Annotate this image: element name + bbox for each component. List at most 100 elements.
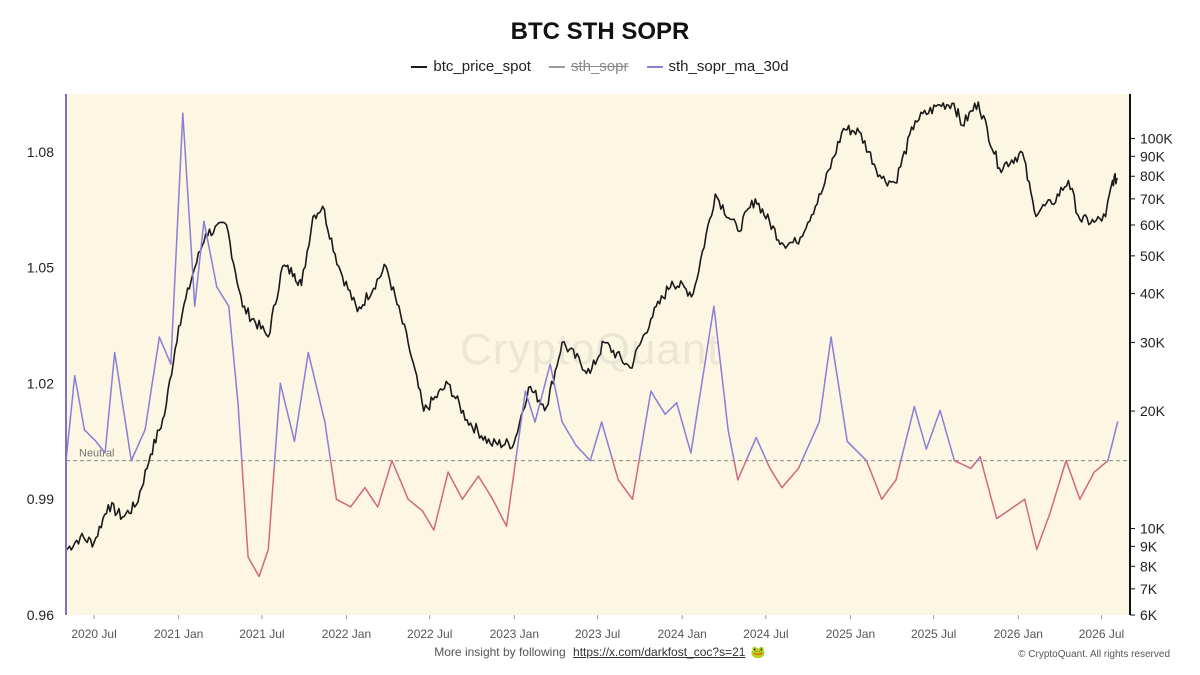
sopr-ma-segment (1025, 504, 1029, 513)
sopr-ma-segment (1061, 466, 1065, 475)
sopr-ma-segment (401, 483, 405, 491)
chart-title: BTC STH SOPR (510, 18, 690, 45)
legend-item-sth-sopr-ma-30d[interactable]: sth_sopr_ma_30d (646, 58, 789, 75)
sopr-ma-segment (151, 371, 155, 385)
sopr-ma-segment (186, 184, 190, 211)
sopr-ma-segment (243, 498, 247, 520)
sopr-ma-segment (819, 400, 823, 413)
sopr-ma-segment (505, 508, 510, 527)
sopr-ma-segment (288, 418, 292, 428)
sopr-ma-segment (552, 377, 556, 387)
sopr-ma-segment (948, 441, 952, 449)
sopr-ma-segment (634, 471, 638, 487)
sopr-ma-segment (951, 453, 956, 462)
sopr-ma-segment (541, 385, 546, 394)
sopr-ma-segment (802, 450, 807, 458)
sopr-ma-segment (827, 346, 831, 360)
sopr-ma-segment (598, 426, 601, 433)
sopr-ma-segment (596, 430, 600, 438)
sopr-ma-segment (741, 463, 746, 471)
sopr-ma-segment (173, 269, 177, 303)
sopr-ma-segment (182, 112, 186, 139)
sopr-ma-segment (1040, 531, 1044, 538)
legend-swatch-price (411, 65, 428, 68)
legend-swatch-sopr (548, 65, 565, 68)
x-tick-label: 2021 Jan (154, 627, 203, 641)
sopr-ma-segment (805, 444, 810, 452)
sopr-ma-segment (189, 233, 193, 259)
sopr-ma-segment (875, 483, 879, 491)
sopr-ma-segment (1113, 430, 1116, 438)
sopr-ma-segment (842, 414, 846, 430)
footer-text: More insight by following (434, 645, 566, 659)
legend-item-sth-sopr[interactable]: sth_sopr (548, 58, 629, 75)
sopr-ma-segment (1026, 511, 1030, 519)
sopr-ma-segment (329, 459, 333, 472)
x-tick-label: 2022 Jan (322, 627, 371, 641)
sopr-ma-segment (122, 405, 126, 421)
legend-item-btc-price-spot[interactable]: btc_price_spot (411, 58, 531, 75)
sopr-ma-segment (191, 257, 195, 283)
sopr-ma-segment (328, 450, 332, 462)
sopr-ma-segment (818, 410, 822, 423)
sopr-ma-segment (930, 429, 934, 436)
sopr-ma-segment (732, 454, 735, 462)
sopr-ma-segment (267, 527, 271, 551)
sopr-ma-segment (324, 421, 328, 433)
sopr-ma-segment (272, 465, 276, 488)
sopr-ma-segment (1072, 479, 1076, 486)
sopr-ma-segment (942, 422, 947, 431)
sopr-ma-segment (545, 370, 550, 380)
x-tick-label: 2024 Jan (657, 627, 706, 641)
sopr-ma-segment (647, 390, 652, 406)
legend-label-price: btc_price_spot (433, 58, 531, 75)
btc-price-line (65, 101, 1119, 551)
sopr-ma-segment (206, 237, 210, 247)
frog-icon: 🐸 (750, 645, 766, 659)
sopr-ma-segment (935, 414, 940, 421)
sopr-ma-segment (707, 323, 712, 344)
sopr-ma-segment (322, 412, 326, 423)
sopr-ma-segment (179, 143, 183, 177)
sopr-ma-segment (309, 360, 314, 371)
sopr-ma-segment (695, 397, 701, 417)
sopr-ma-segment (985, 479, 990, 489)
sopr-ma-segment (232, 353, 236, 368)
sopr-ma-segment (558, 406, 562, 416)
sopr-ma-segment (555, 392, 559, 402)
sopr-ma-segment (281, 389, 285, 399)
sopr-ma-segment (75, 381, 78, 390)
sopr-ma-segment (991, 502, 996, 512)
sopr-ma-segment (746, 452, 751, 460)
sopr-ma-segment (1073, 483, 1078, 491)
sopr-ma-segment (867, 464, 872, 472)
sopr-ma-segment (1028, 517, 1032, 526)
sopr-ma-segment (693, 415, 698, 436)
sopr-ma-segment (246, 537, 249, 558)
sopr-ma-segment (269, 507, 273, 530)
right-tick-label: 9K (1140, 538, 1158, 554)
sopr-ma-segment (1035, 544, 1040, 551)
sopr-ma-segment (909, 415, 913, 426)
left-tick-label: 1.08 (27, 144, 54, 160)
sopr-ma-segment (71, 385, 75, 398)
sopr-ma-segment (815, 421, 820, 429)
sopr-ma-segment (405, 493, 409, 500)
right-tick-label: 8K (1140, 558, 1158, 574)
sopr-ma-segment (701, 360, 707, 381)
sopr-ma-segment (729, 441, 733, 450)
sopr-ma-segment (68, 417, 72, 430)
sopr-ma-segment (595, 435, 599, 443)
sopr-ma-segment (393, 464, 397, 472)
sopr-ma-segment (275, 424, 279, 447)
sopr-ma-segment (144, 417, 148, 431)
sopr-ma-segment (177, 175, 181, 209)
sopr-ma-segment (873, 479, 877, 486)
sopr-ma-segment (918, 421, 922, 429)
sopr-ma-segment (1075, 488, 1079, 496)
footer-link[interactable]: https://x.com/darkfost_coc?s=21 (573, 645, 746, 659)
sopr-ma-segment (331, 469, 335, 481)
sopr-ma-segment (116, 365, 120, 381)
sopr-ma-segment (825, 357, 829, 370)
